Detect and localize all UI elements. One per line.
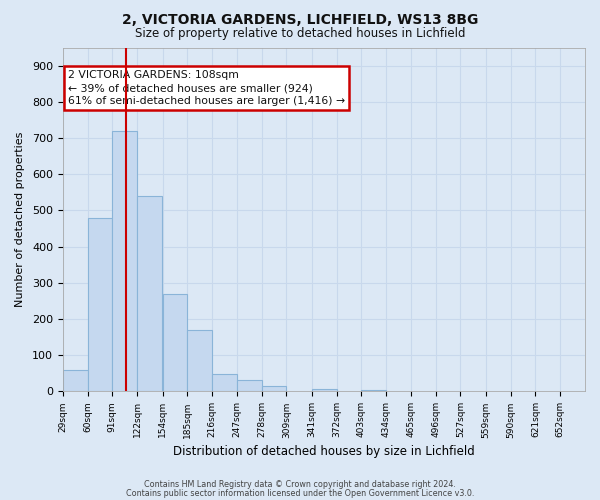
Bar: [63, 370, 88, 392]
Bar: [361, 390, 386, 392]
Bar: [112, 131, 137, 392]
Bar: [187, 330, 212, 392]
Bar: [212, 374, 237, 392]
Text: 2, VICTORIA GARDENS, LICHFIELD, WS13 8BG: 2, VICTORIA GARDENS, LICHFIELD, WS13 8BG: [122, 12, 478, 26]
Text: Size of property relative to detached houses in Lichfield: Size of property relative to detached ho…: [135, 28, 465, 40]
X-axis label: Distribution of detached houses by size in Lichfield: Distribution of detached houses by size …: [173, 444, 475, 458]
Text: Contains HM Land Registry data © Crown copyright and database right 2024.: Contains HM Land Registry data © Crown c…: [144, 480, 456, 489]
Bar: [163, 294, 187, 392]
Bar: [312, 388, 337, 392]
Y-axis label: Number of detached properties: Number of detached properties: [15, 132, 25, 307]
Bar: [237, 380, 262, 392]
Bar: [262, 386, 286, 392]
Bar: [137, 196, 162, 392]
Text: Contains public sector information licensed under the Open Government Licence v3: Contains public sector information licen…: [126, 488, 474, 498]
Bar: [88, 218, 112, 392]
Text: 2 VICTORIA GARDENS: 108sqm
← 39% of detached houses are smaller (924)
61% of sem: 2 VICTORIA GARDENS: 108sqm ← 39% of deta…: [68, 70, 345, 106]
